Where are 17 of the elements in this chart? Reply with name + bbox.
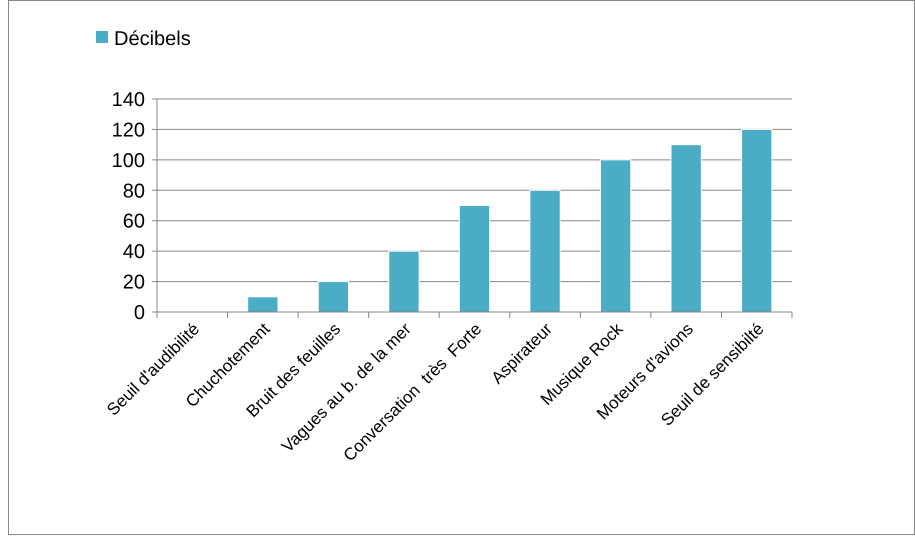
bar — [318, 281, 350, 312]
y-tick-label: 40 — [122, 241, 145, 264]
y-tick-label: 140 — [112, 89, 145, 111]
y-tick-label: 20 — [122, 272, 145, 294]
bar — [388, 250, 420, 312]
y-tick-label: 0 — [134, 302, 145, 324]
y-tick-label: 80 — [122, 180, 145, 202]
y-tick-label: 120 — [112, 119, 145, 142]
legend-label: Décibels — [114, 28, 191, 50]
bar — [670, 144, 702, 312]
y-tick-label: 100 — [112, 150, 145, 172]
bar — [600, 159, 632, 312]
bar — [247, 296, 279, 312]
bar — [529, 190, 561, 312]
bar — [458, 205, 490, 312]
y-tick-label: 60 — [122, 210, 145, 233]
bar — [741, 128, 772, 312]
